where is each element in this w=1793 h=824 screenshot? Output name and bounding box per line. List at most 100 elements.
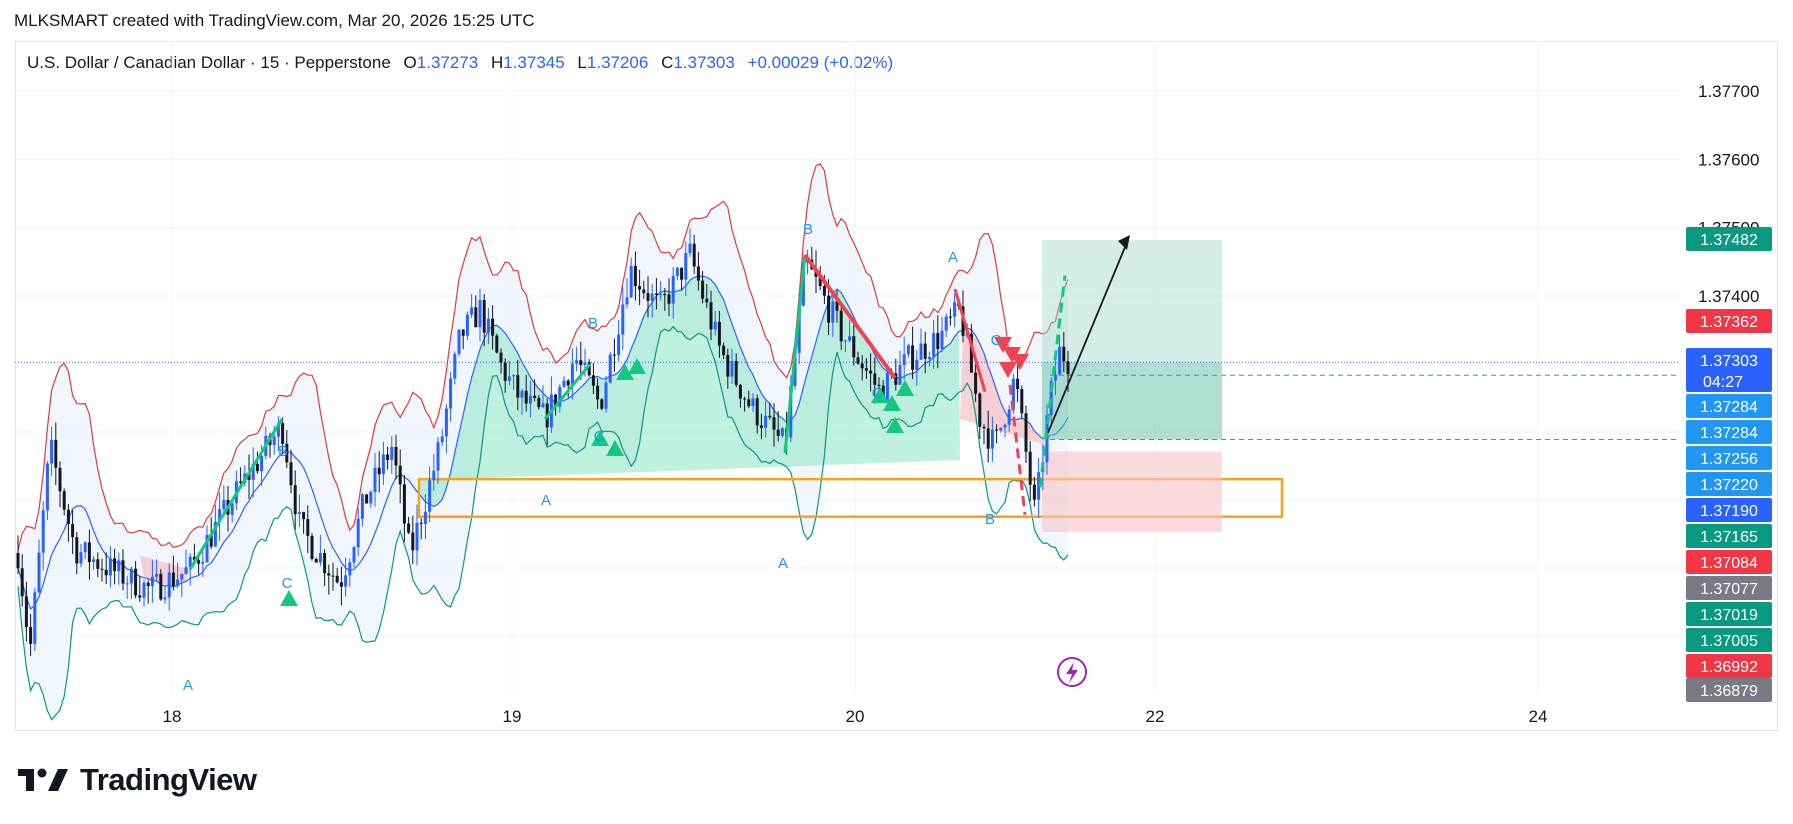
candle-body: [512, 375, 516, 377]
pattern-label: A: [541, 492, 551, 509]
candle-body: [335, 575, 339, 583]
candle-body: [432, 470, 436, 481]
candle-body: [1028, 451, 1032, 485]
x-axis-tick-label: 22: [1146, 707, 1165, 726]
candle-body: [184, 567, 188, 574]
candle-body: [360, 494, 364, 519]
candle-body: [402, 484, 406, 524]
candle: [150, 559, 154, 603]
candle: [163, 585, 167, 604]
candle: [705, 283, 709, 309]
candle-body: [79, 552, 83, 564]
candle: [339, 566, 343, 606]
candle-body: [772, 417, 776, 430]
candle: [537, 394, 541, 410]
candle: [654, 277, 658, 310]
candle: [470, 294, 474, 319]
candle-body: [596, 385, 600, 400]
price-label-countdown: 04:27: [1703, 374, 1743, 391]
candle-body: [730, 361, 734, 377]
candle: [440, 428, 444, 446]
candle-body: [995, 429, 999, 431]
candle-body: [503, 362, 507, 381]
candle-body: [743, 398, 747, 400]
candle-body: [45, 463, 49, 511]
candle-body: [827, 295, 831, 323]
chart-frame: [15, 41, 1778, 731]
candle: [869, 353, 873, 392]
buy-signal-triangle: [616, 364, 634, 380]
candle-body: [709, 302, 713, 330]
bearish-swing-line-dashed: [1008, 384, 1027, 515]
candle-body: [524, 390, 528, 404]
candle-body: [948, 316, 952, 318]
projection-arrowhead: [1118, 235, 1130, 250]
price-label-text: 1.37084: [1700, 555, 1758, 572]
candle-body: [911, 345, 915, 370]
candle: [709, 290, 713, 341]
candle-body: [213, 521, 217, 547]
x-axis-tick-label: 24: [1529, 707, 1548, 726]
candle: [176, 562, 180, 589]
candle-body: [776, 429, 780, 436]
candle-body: [449, 378, 453, 409]
candle: [289, 449, 293, 494]
candle-body: [701, 280, 705, 299]
tradingview-logo[interactable]: TradingView: [18, 762, 257, 798]
candle: [923, 331, 927, 374]
candle-body: [71, 523, 75, 538]
candle: [423, 494, 427, 540]
candle: [83, 541, 87, 560]
bollinger-band-fill: [18, 163, 1068, 720]
candle: [348, 558, 352, 587]
price-label-text: 1.37077: [1700, 581, 1758, 598]
candle-body: [297, 512, 301, 515]
candle-body: [927, 356, 931, 359]
price-label-tag: 1.37284: [1686, 420, 1772, 444]
candle: [978, 392, 982, 439]
candle-body: [1066, 361, 1070, 375]
candle: [41, 501, 45, 571]
candle-body: [113, 558, 117, 572]
candle-body: [818, 276, 822, 286]
candle-body: [100, 568, 104, 570]
candle-body: [936, 333, 940, 350]
target-zone: [1042, 239, 1222, 363]
bullish-swing-line: [783, 254, 807, 454]
candle: [180, 573, 184, 598]
price-label-tag: 1.36992: [1686, 654, 1772, 678]
candle: [331, 562, 335, 591]
x-axis: 18 19 20 22 24: [163, 707, 1548, 726]
open-value: 1.37273: [416, 53, 479, 72]
candle: [839, 306, 843, 350]
candle-body: [667, 294, 671, 304]
candle-body: [470, 307, 474, 315]
candle-body: [1032, 484, 1036, 500]
candle-body: [654, 293, 658, 295]
candle: [33, 587, 37, 652]
candle-body: [201, 562, 205, 564]
buy-signal-triangle: [280, 590, 298, 606]
candle-body: [604, 382, 608, 409]
tradingview-logo-text: TradingView: [80, 762, 257, 797]
candle: [453, 351, 457, 385]
candle-body: [591, 375, 595, 386]
bearish-swing-line: [953, 288, 987, 393]
price-label-bg: [1686, 628, 1772, 652]
candle: [436, 436, 440, 484]
pattern-label-group: A B C A B C A B C A B C: [183, 221, 1002, 694]
candle-body: [528, 395, 532, 404]
candle-body: [188, 556, 192, 568]
candle-body: [659, 294, 663, 296]
candle-body: [608, 354, 612, 383]
candle-body: [1011, 378, 1015, 410]
candle-body: [625, 297, 629, 305]
price-label-tag: 1.36879: [1686, 678, 1772, 702]
candle-body: [87, 542, 91, 563]
candle-body: [797, 305, 801, 354]
candle: [365, 494, 369, 504]
candle-body: [255, 463, 259, 472]
candle: [642, 280, 646, 299]
candle: [394, 434, 398, 480]
